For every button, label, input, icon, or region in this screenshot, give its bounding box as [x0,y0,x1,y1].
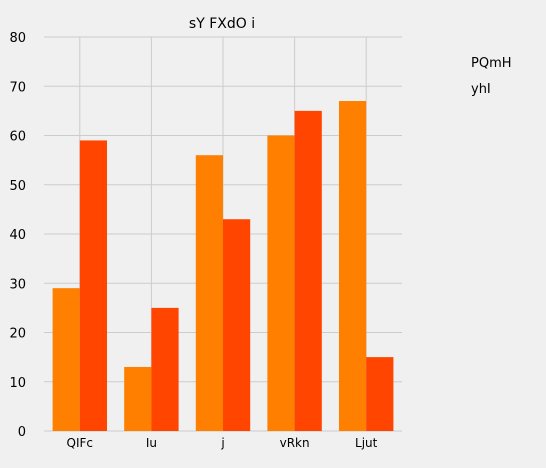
y-tick-label: 20 [9,327,26,342]
bar [339,101,366,431]
bar [295,111,322,431]
bar [53,288,80,431]
y-tick-label: 50 [9,179,26,194]
y-tick-label: 60 [9,130,26,145]
bar [124,367,151,431]
y-tick-label: 70 [9,80,26,95]
legend-entry: PQmH [471,56,512,71]
y-tick-label: 30 [9,277,26,292]
x-tick-label: j [220,436,224,450]
y-axis: 0 10 20 30 40 50 60 70 80 [9,31,26,440]
y-tick-label: 40 [9,228,26,243]
x-tick-label: vRkn [280,436,310,450]
chart-title: sY FXdO i [189,16,255,32]
legend-entry: yhI [471,82,491,97]
bar [151,308,178,431]
bar [366,357,393,431]
bar [267,136,294,432]
y-tick-label: 0 [18,425,26,440]
bar [80,140,107,431]
bar [223,219,250,431]
y-tick-label: 10 [9,376,26,391]
x-tick-label: QIFc [67,436,93,450]
bar [196,155,223,431]
x-tick-label: Ljut [355,436,378,450]
x-tick-label: Iu [146,436,157,450]
y-tick-label: 80 [9,31,26,46]
